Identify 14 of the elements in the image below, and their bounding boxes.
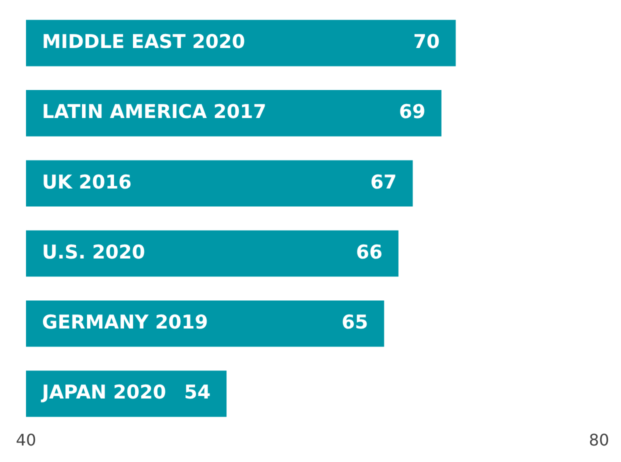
- y-tick-label: U.S. 2020: [42, 241, 146, 264]
- data-label: 54: [184, 382, 211, 404]
- y-tick-label: GERMANY 2019: [42, 312, 208, 334]
- y-tick-label: MIDDLE EAST 2020: [42, 31, 246, 54]
- y-tick-label: LATIN AMERICA 2017: [42, 101, 266, 124]
- data-label: 69: [398, 101, 426, 124]
- data-label: 70: [413, 31, 440, 54]
- y-tick-label: UK 2016: [42, 171, 132, 194]
- x-tick-label: 80: [588, 430, 610, 450]
- data-label: 65: [342, 312, 368, 334]
- data-label: 67: [370, 171, 397, 194]
- x-tick-label: 40: [16, 430, 36, 450]
- y-tick-label: JAPAN 2020: [40, 382, 166, 404]
- data-label: 66: [356, 241, 382, 264]
